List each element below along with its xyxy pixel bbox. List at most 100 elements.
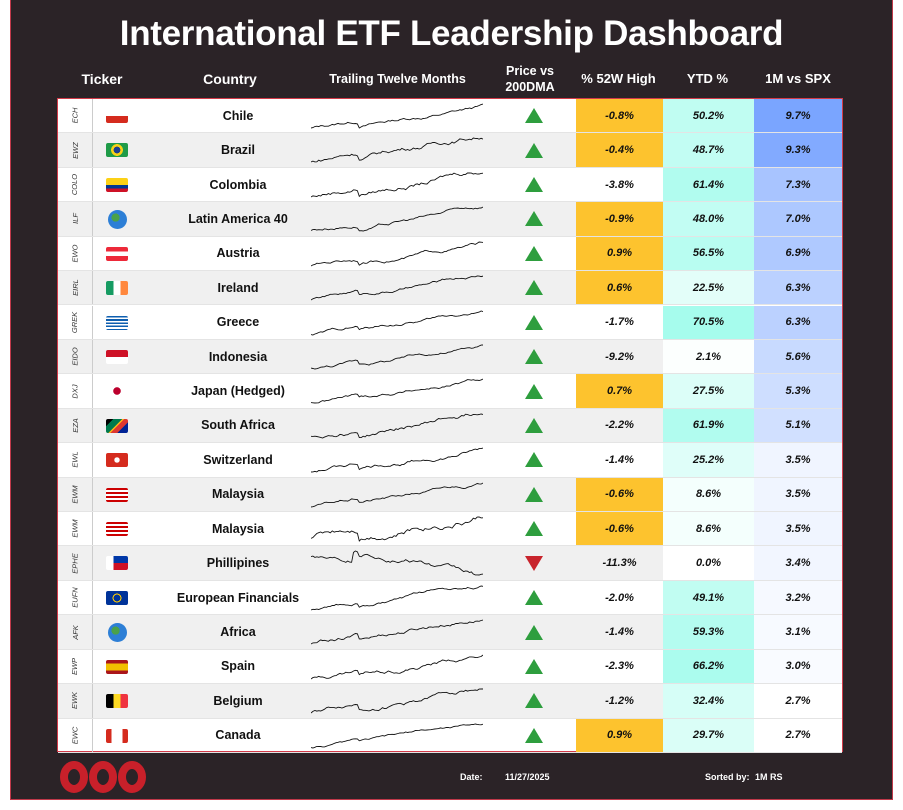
table-row[interactable]: COLO Colombia -3.8% 61.4% 7.3% bbox=[58, 167, 842, 203]
up-arrow-icon bbox=[524, 245, 543, 261]
ytd-pct: 48.0% bbox=[663, 202, 754, 236]
table-row[interactable]: EWM Malaysia -0.6% 8.6% 3.5% bbox=[58, 477, 842, 513]
table-row[interactable]: EZA South Africa -2.2% 61.9% 5.1% bbox=[58, 408, 842, 444]
table-row[interactable]: EWL Switzerland -1.4% 25.2% 3.5% bbox=[58, 443, 842, 478]
table-row[interactable]: EWZ Brazil -0.4% 48.7% 9.3% bbox=[58, 133, 842, 168]
ticker: EWM bbox=[70, 485, 80, 504]
pct-52w-high: -0.9% bbox=[576, 202, 663, 236]
ticker-cell: EPHE bbox=[58, 546, 93, 580]
header-ytd: YTD % bbox=[686, 71, 729, 86]
table-row[interactable]: EWC Canada 0.9% 29.7% 2.7% bbox=[58, 718, 842, 753]
table-row[interactable]: EWK Belgium -1.2% 32.4% 2.7% bbox=[58, 684, 842, 719]
ytd-pct: 50.2% bbox=[663, 99, 754, 133]
ytd-pct: 66.2% bbox=[663, 649, 754, 684]
pct-52w-high: 0.7% bbox=[576, 374, 663, 408]
up-arrow-icon bbox=[524, 383, 543, 399]
header-price-line1: Price vs bbox=[506, 64, 554, 78]
country-name: Malaysia bbox=[211, 521, 265, 536]
sparkline bbox=[311, 723, 483, 749]
sparkline bbox=[311, 241, 483, 267]
1m-vs-spx: 3.5% bbox=[754, 477, 842, 512]
down-arrow-icon bbox=[524, 555, 543, 571]
country-name: Austria bbox=[216, 246, 260, 261]
brazil-flag-icon bbox=[106, 143, 128, 158]
table-row[interactable]: EPHE Phillipines -11.3% 0.0% 3.4% bbox=[58, 546, 842, 581]
country-name: Canada bbox=[215, 728, 261, 743]
ticker-cell: ILF bbox=[58, 202, 93, 236]
ytd-pct: 27.5% bbox=[663, 374, 754, 408]
country-name: Spain bbox=[220, 659, 256, 674]
pct-52w-high: -2.2% bbox=[605, 419, 634, 432]
sparkline-path bbox=[311, 516, 483, 542]
pct-52w-high: -3.8% bbox=[605, 178, 634, 191]
header-country: Country bbox=[203, 71, 257, 87]
up-arrow-icon bbox=[524, 314, 543, 330]
table-row[interactable]: EIDO Indonesia -9.2% 2.1% 5.6% bbox=[58, 339, 842, 375]
ticker: EWZ bbox=[70, 141, 80, 159]
price-vs-200dma bbox=[491, 478, 576, 511]
sparkline-path bbox=[311, 654, 483, 680]
ticker: DXJ bbox=[70, 383, 80, 399]
ytd-pct: 29.7% bbox=[663, 718, 754, 752]
country-name: Africa bbox=[220, 625, 256, 639]
pct-52w-high: -1.4% bbox=[605, 626, 634, 638]
table-row[interactable]: EIRL Ireland 0.6% 22.5% 6.3% bbox=[58, 271, 842, 306]
ytd-pct: 22.5% bbox=[663, 271, 754, 305]
table-row[interactable]: GREK Greece -1.7% 70.5% 6.3% bbox=[58, 305, 842, 340]
indonesia-flag-icon bbox=[106, 349, 128, 364]
country-name: South Africa bbox=[201, 418, 275, 433]
ytd-pct: 25.2% bbox=[663, 443, 754, 477]
header-1m-vs-spx: 1M vs SPX bbox=[765, 71, 831, 86]
sparkline bbox=[311, 172, 483, 198]
ticker-cell: EWP bbox=[58, 649, 93, 684]
ticker-cell: GREK bbox=[58, 305, 93, 339]
ticker: EWL bbox=[70, 451, 80, 469]
header-52w-high: % 52W High bbox=[581, 71, 656, 86]
1m-vs-spx: 9.3% bbox=[754, 133, 842, 167]
1m-vs-spx: 9.7% bbox=[754, 99, 842, 133]
header-price-vs-200dma: Price vs 200DMA bbox=[490, 62, 570, 96]
up-arrow-icon bbox=[524, 211, 543, 227]
country-name: Malaysia bbox=[211, 487, 265, 502]
up-arrow-icon bbox=[524, 727, 543, 743]
ticker: ILF bbox=[70, 213, 80, 225]
canada-flag-icon bbox=[106, 728, 128, 743]
globe-americas-icon bbox=[108, 210, 127, 230]
up-arrow-icon bbox=[524, 417, 543, 433]
sparkline bbox=[311, 275, 483, 301]
sparkline-path bbox=[311, 688, 483, 714]
etf-table: ECH Chile -0.8% 50.2% 9.7% EWZ Brazil -0… bbox=[57, 98, 843, 753]
spain-flag-icon bbox=[106, 659, 128, 674]
ticker-cell: EWC bbox=[58, 718, 93, 752]
sparkline bbox=[311, 654, 483, 680]
1m-vs-spx: 2.7% bbox=[754, 718, 842, 752]
ticker: COLO bbox=[70, 173, 80, 196]
malaysia-flag-icon bbox=[106, 487, 128, 502]
country-name: European Financials bbox=[176, 590, 300, 605]
table-row[interactable]: EWM Malaysia -0.6% 8.6% 3.5% bbox=[58, 512, 842, 547]
1m-vs-spx: 7.0% bbox=[754, 202, 842, 236]
1m-vs-spx: 5.3% bbox=[754, 374, 842, 408]
table-row[interactable]: DXJ Japan (Hedged) 0.7% 27.5% 5.3% bbox=[58, 374, 842, 409]
table-row[interactable]: ILF Latin America 40 -0.9% 48.0% 7.0% bbox=[58, 202, 842, 237]
page-title: International ETF Leadership Dashboard bbox=[119, 14, 784, 53]
sparkline bbox=[311, 447, 483, 473]
table-row[interactable]: EWO Austria 0.9% 56.5% 6.9% bbox=[58, 236, 842, 272]
header-ttm: Trailing Twelve Months bbox=[329, 72, 466, 86]
1m-vs-spx: 7.3% bbox=[754, 167, 842, 202]
ticker-cell: EWM bbox=[58, 477, 93, 512]
table-row[interactable]: EWP Spain -2.3% 66.2% 3.0% bbox=[58, 649, 842, 685]
price-vs-200dma bbox=[491, 133, 576, 166]
up-arrow-icon bbox=[524, 486, 543, 502]
pct-52w-high: -0.4% bbox=[576, 133, 663, 167]
1m-vs-spx: 5.1% bbox=[754, 408, 842, 443]
colombia-flag-icon bbox=[106, 177, 128, 192]
price-vs-200dma bbox=[491, 271, 576, 304]
table-row[interactable]: ECH Chile -0.8% 50.2% 9.7% bbox=[58, 99, 842, 134]
ticker: EWP bbox=[70, 657, 80, 675]
ticker: EUFN bbox=[70, 587, 80, 608]
sparkline-path bbox=[311, 206, 483, 232]
price-vs-200dma bbox=[491, 168, 576, 201]
table-row[interactable]: EUFN European Financials -2.0% 49.1% 3.2… bbox=[58, 580, 842, 616]
table-row[interactable]: AFK Africa -1.4% 59.3% 3.1% bbox=[58, 615, 842, 650]
